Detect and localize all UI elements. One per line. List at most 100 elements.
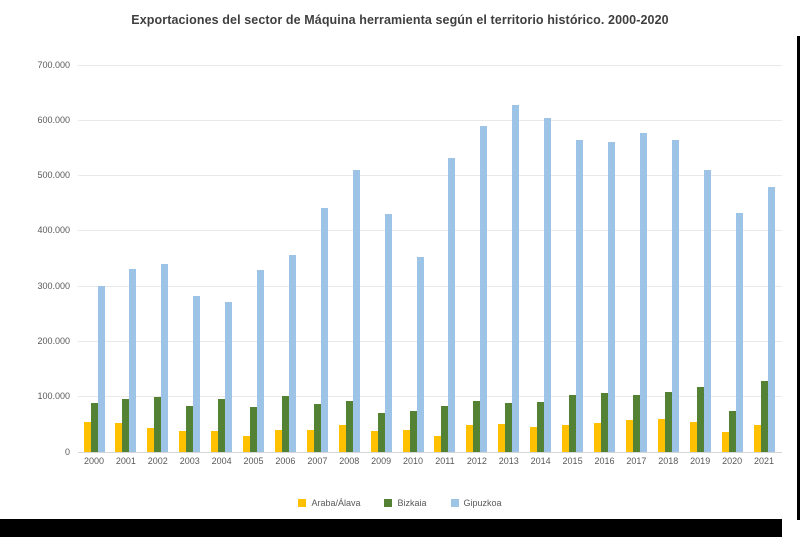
x-tick-label: 2021	[753, 456, 775, 466]
x-tick-label: 2016	[594, 456, 615, 466]
bar-araba-lava-2009	[370, 431, 378, 452]
bar-gipuzkoa-2003	[193, 296, 201, 452]
x-tick-label: 2019	[690, 456, 711, 466]
gridline	[78, 175, 782, 177]
bar-gipuzkoa-2004	[225, 302, 233, 452]
bar-bizkaia-2005	[250, 406, 258, 452]
gridline	[78, 119, 782, 121]
letterbox-bottom	[0, 519, 782, 537]
gridline	[78, 340, 782, 342]
bar-bizkaia-2017	[632, 395, 640, 452]
bar-gipuzkoa-2010	[416, 256, 424, 452]
x-tick-label: 2009	[371, 456, 392, 466]
bar-gipuzkoa-2019	[703, 169, 711, 452]
bar-araba-lava-2020	[721, 432, 729, 452]
bar-araba-lava-2016	[593, 423, 601, 452]
bar-bizkaia-2003	[186, 406, 194, 452]
gridline	[78, 230, 782, 232]
bar-araba-lava-2011	[434, 435, 442, 452]
bar-bizkaia-2002	[154, 397, 162, 452]
legend-label: Gipuzkoa	[463, 498, 502, 508]
bar-gipuzkoa-2016	[607, 142, 615, 452]
bar-gipuzkoa-2013	[512, 105, 520, 452]
bar-bizkaia-2018	[664, 392, 672, 452]
x-tick-label: 2012	[466, 456, 487, 466]
plot-area	[78, 64, 782, 453]
bar-gipuzkoa-2021	[767, 186, 775, 452]
bar-araba-lava-2021	[753, 425, 761, 452]
x-tick-label: 2000	[83, 456, 105, 466]
y-tick-label: 500.000	[37, 170, 70, 181]
gridline	[78, 64, 782, 66]
x-tick-label: 2017	[626, 456, 647, 466]
bar-gipuzkoa-2014	[544, 118, 552, 452]
bar-gipuzkoa-2001	[129, 269, 137, 452]
y-tick-label: 0	[64, 446, 70, 457]
bar-bizkaia-2006	[281, 395, 289, 452]
legend-swatch-icon	[384, 499, 393, 507]
legend: Araba/Álava Bizkaia Gipuzkoa	[0, 498, 800, 508]
bar-gipuzkoa-2000	[97, 286, 105, 452]
bar-gipuzkoa-2012	[480, 125, 488, 452]
bar-araba-lava-2013	[498, 424, 506, 452]
chart-title: Exportaciones del sector de Máquina herr…	[131, 13, 669, 27]
y-tick-label: 600.000	[37, 114, 70, 125]
legend-swatch-icon	[298, 499, 307, 507]
bar-araba-lava-2008	[338, 424, 346, 452]
legend-label: Araba/Álava	[311, 498, 361, 508]
x-tick-label: 2002	[147, 456, 168, 466]
bar-bizkaia-2001	[122, 398, 130, 452]
y-tick-label: 100.000	[37, 391, 70, 402]
bar-bizkaia-2015	[569, 395, 577, 452]
bar-bizkaia-2013	[505, 402, 513, 452]
bar-araba-lava-2001	[115, 423, 123, 452]
bar-araba-lava-2019	[689, 422, 697, 452]
bar-bizkaia-2008	[345, 400, 353, 452]
bar-araba-lava-2005	[243, 435, 251, 452]
x-tick-label: 2008	[339, 456, 360, 466]
x-tick-label: 2011	[435, 456, 455, 466]
x-tick-label: 2013	[498, 456, 519, 466]
bar-bizkaia-2011	[441, 405, 449, 452]
bar-gipuzkoa-2020	[735, 212, 743, 452]
x-tick-label: 2010	[403, 456, 424, 466]
bar-bizkaia-2012	[473, 400, 481, 452]
x-tick-label: 2003	[179, 456, 200, 466]
bar-bizkaia-2021	[760, 380, 768, 452]
x-tick-label: 2004	[211, 456, 232, 466]
bar-araba-lava-2017	[625, 419, 633, 452]
bar-bizkaia-2016	[600, 392, 608, 452]
x-tick-label: 2005	[243, 456, 264, 466]
bar-gipuzkoa-2009	[384, 214, 392, 452]
x-tick-label: 2006	[275, 456, 296, 466]
y-tick-label: 400.000	[37, 225, 70, 236]
bar-araba-lava-2004	[211, 431, 219, 452]
bar-bizkaia-2019	[696, 387, 704, 452]
legend-label: Bizkaia	[397, 498, 427, 508]
bar-bizkaia-2009	[377, 412, 385, 452]
legend-item-bizkaia: Bizkaia	[384, 498, 427, 508]
bar-gipuzkoa-2018	[671, 140, 679, 452]
y-tick-label: 300.000	[37, 280, 70, 291]
x-tick-label: 2014	[530, 456, 551, 466]
x-tick-label: 2020	[722, 456, 743, 466]
bar-bizkaia-2000	[90, 403, 98, 452]
bar-araba-lava-2015	[562, 424, 570, 452]
bar-araba-lava-2010	[402, 429, 410, 452]
bar-gipuzkoa-2008	[352, 169, 360, 452]
bar-bizkaia-2014	[537, 401, 545, 452]
bar-araba-lava-2014	[530, 426, 538, 452]
gridline	[78, 396, 782, 398]
gridline	[78, 285, 782, 287]
bar-gipuzkoa-2006	[288, 254, 296, 452]
bar-gipuzkoa-2017	[639, 133, 647, 452]
bar-bizkaia-2007	[313, 404, 321, 452]
x-tick-label: 2001	[115, 456, 136, 466]
x-tick-label: 2007	[307, 456, 328, 466]
x-axis-line	[78, 451, 782, 453]
bar-araba-lava-2000	[83, 421, 91, 452]
bar-bizkaia-2020	[728, 410, 736, 452]
legend-item-gipuzkoa: Gipuzkoa	[450, 498, 502, 508]
legend-swatch-icon	[450, 499, 459, 507]
